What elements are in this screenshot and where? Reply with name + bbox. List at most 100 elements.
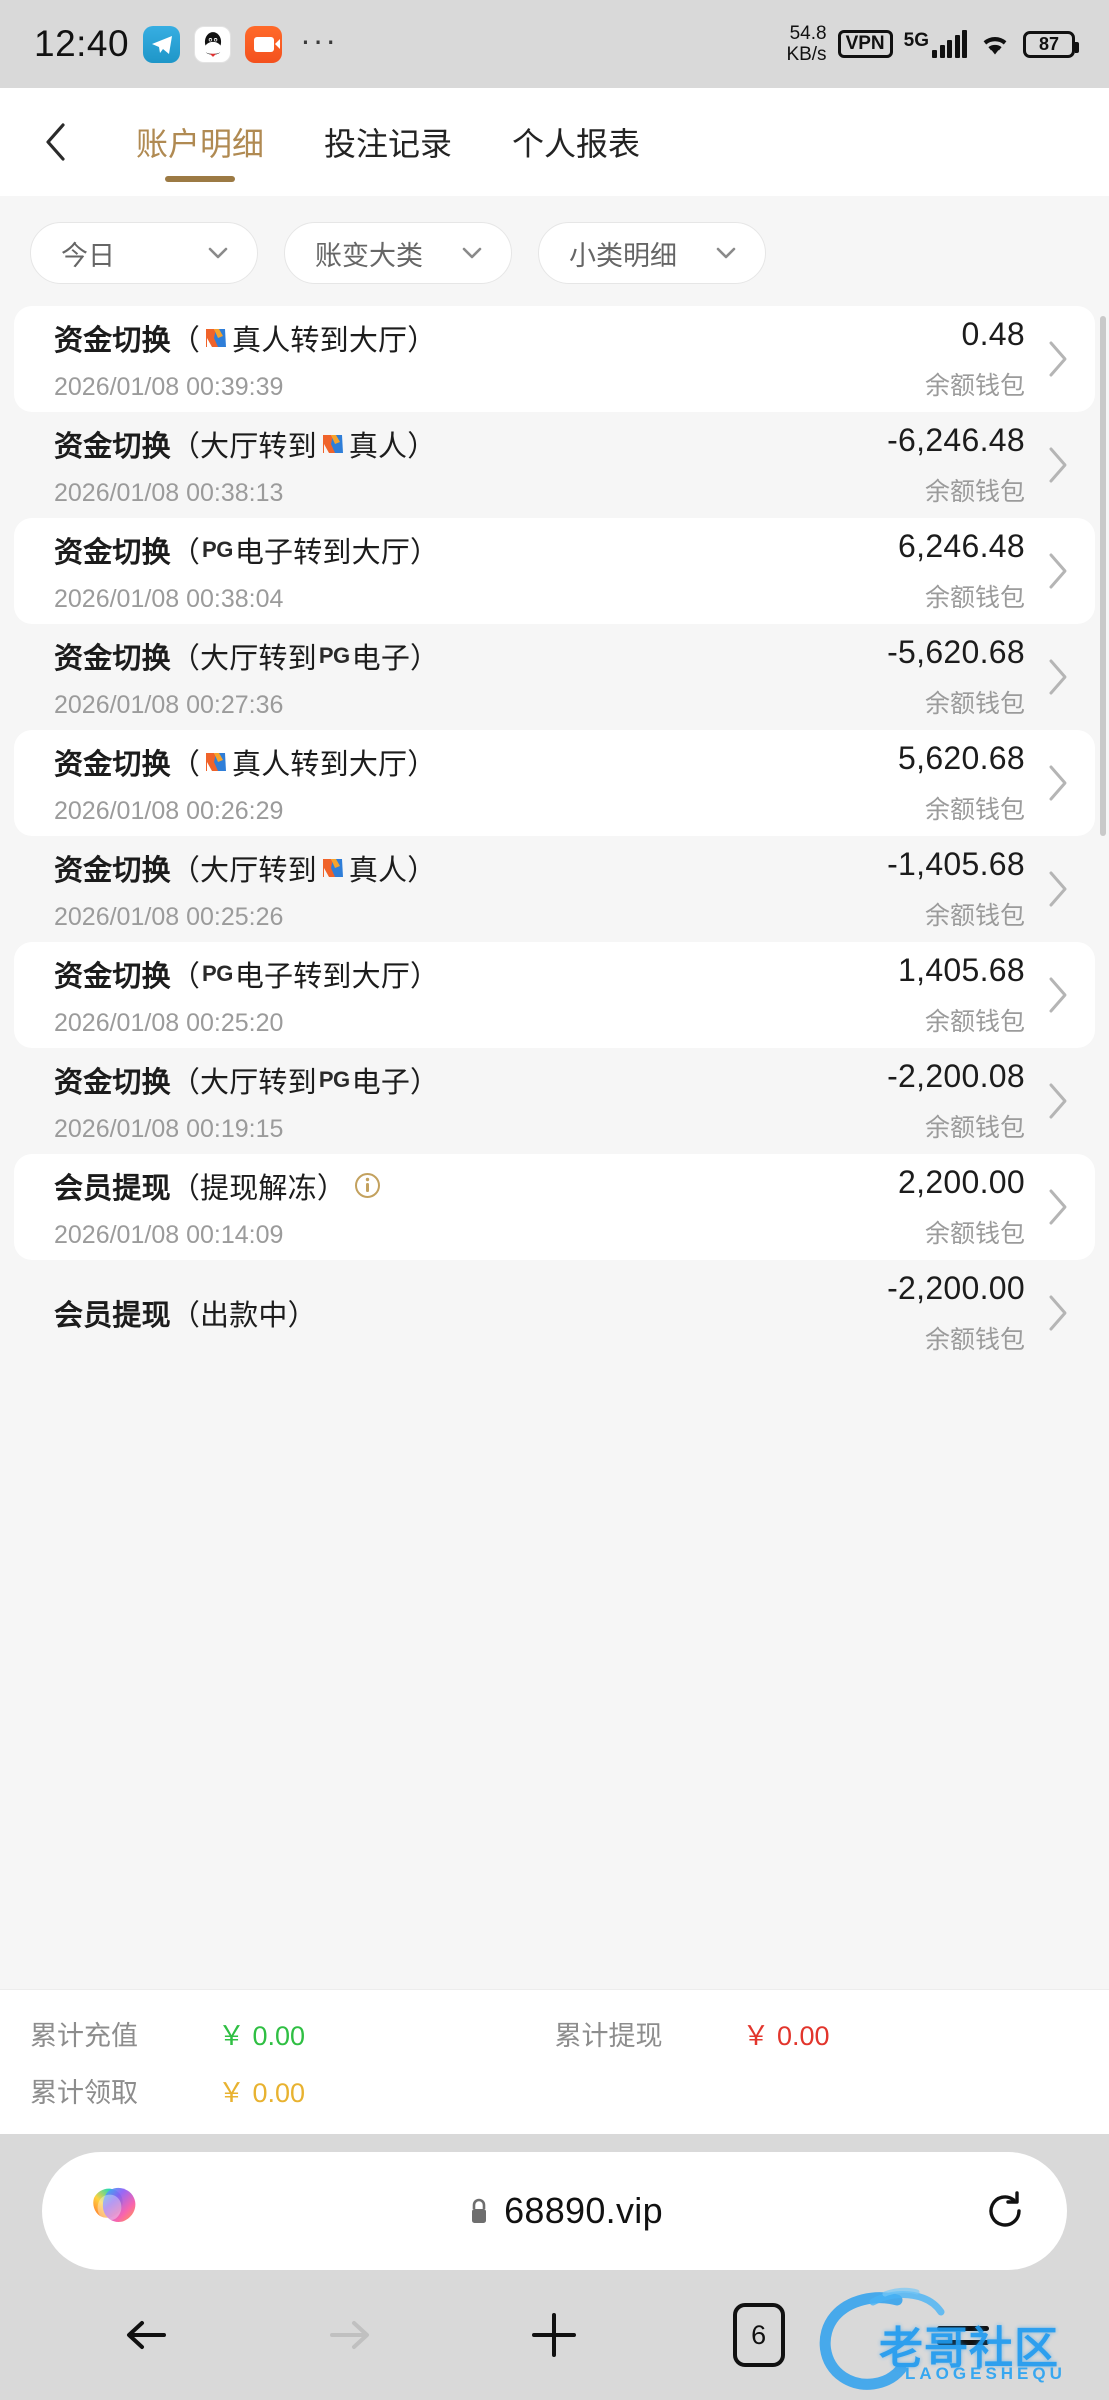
status-time: 12:40 <box>34 23 130 64</box>
url-display[interactable]: 68890.vip <box>160 2190 971 2232</box>
transaction-detail: （ <box>170 748 201 781</box>
nav-menu-button[interactable] <box>917 2289 1009 2381</box>
transaction-wallet: 余额钱包 <box>924 902 1025 930</box>
url-bar[interactable]: 68890.vip <box>42 2152 1067 2270</box>
transaction-detail-suffix: 真人） <box>348 430 437 463</box>
transaction-values: -1,405.68 余额钱包 <box>887 846 1025 932</box>
transaction-detail-suffix: 电子转到大厅） <box>234 960 440 993</box>
nav-back-button[interactable] <box>100 2289 192 2381</box>
transaction-main: 资金切换（ 真人转到大厅） 2026/01/08 00:26:29 <box>54 741 898 826</box>
status-overflow-icon: ··· <box>300 22 339 58</box>
transaction-amount: 5,620.68 <box>898 740 1025 776</box>
chevron-down-icon <box>208 247 228 259</box>
transaction-detail: （ <box>170 536 201 569</box>
tab-personal-report[interactable]: 个人报表 <box>512 126 641 162</box>
copilot-icon[interactable] <box>80 2176 150 2246</box>
transaction-type: 资金切换 <box>54 536 171 569</box>
transaction-values: 0.48 余额钱包 <box>925 316 1025 402</box>
arrow-right-icon <box>330 2321 370 2349</box>
transaction-row[interactable]: 会员提现 （出款中） -2,200.00 余额钱包 <box>14 1260 1095 1366</box>
transaction-title: 会员提现 （提现解冻） <box>54 1165 898 1207</box>
transaction-date: 2026/01/08 00:19:15 <box>54 1114 284 1143</box>
transaction-wallet: 余额钱包 <box>924 584 1025 612</box>
hamburger-menu-icon <box>936 2317 989 2354</box>
transaction-wallet: 余额钱包 <box>924 1114 1025 1142</box>
nav-new-tab-button[interactable] <box>508 2289 600 2381</box>
transaction-detail: （大厅转到 <box>170 854 317 887</box>
summary-total-deposit-value: ￥ 0.00 <box>218 2021 306 2051</box>
filter-main-category[interactable]: 账变大类 <box>284 222 512 284</box>
tab-count-icon: 6 <box>732 2303 785 2367</box>
transaction-type: 资金切换 <box>54 748 171 781</box>
back-button[interactable] <box>28 114 84 170</box>
transaction-type: 资金切换 <box>54 642 171 675</box>
transaction-wallet: 余额钱包 <box>924 1220 1025 1248</box>
transaction-amount: 1,405.68 <box>898 952 1025 988</box>
transaction-row[interactable]: 会员提现 （提现解冻） 2026/01/08 00:14:09 2,200.00 余额钱… <box>14 1154 1095 1260</box>
transaction-title: 资金切换 （大厅转到 PG 电子） <box>54 1059 887 1101</box>
transaction-row[interactable]: 资金切换（ 真人转到大厅） 2026/01/08 00:26:29 5,620.68 余… <box>14 730 1095 836</box>
transaction-type: 资金切换 <box>54 1066 171 1099</box>
brand-n-icon <box>206 752 227 771</box>
info-icon[interactable] <box>354 1172 381 1199</box>
brand-n-icon <box>322 858 343 877</box>
transaction-amount: -6,246.48 <box>887 422 1025 458</box>
transaction-type: 资金切换 <box>54 960 171 993</box>
tab-betting-records[interactable]: 投注记录 <box>324 126 453 162</box>
transaction-date: 2026/01/08 00:14:09 <box>54 1220 284 1249</box>
transaction-type: 资金切换 <box>54 854 171 887</box>
transaction-amount: 0.48 <box>961 316 1025 352</box>
arrow-left-icon <box>127 2321 167 2349</box>
tab-account-details[interactable]: 账户明细 <box>106 88 294 196</box>
filter-date-range-label: 今日 <box>61 240 115 271</box>
transaction-amount: 2,200.00 <box>898 1164 1025 1200</box>
transaction-main: 会员提现 （提现解冻） 2026/01/08 00:14:09 <box>54 1165 898 1250</box>
list-scrollbar[interactable] <box>1100 316 1106 836</box>
transaction-title: 资金切换 （大厅转到 PG 电子） <box>54 635 887 677</box>
transaction-date: 2026/01/08 00:38:04 <box>54 584 284 613</box>
reload-icon[interactable] <box>981 2187 1029 2235</box>
transaction-row[interactable]: 资金切换 （大厅转到 真人） 2026/01/08 00:38:13 -6,246.48… <box>14 412 1095 518</box>
transaction-row[interactable]: 资金切换 （大厅转到 PG 电子） 2026/01/08 00:27:36 -5,620.… <box>14 624 1095 730</box>
transaction-row[interactable]: 资金切换（PG 电子转到大厅） 2026/01/08 00:25:20 1,405.6… <box>14 942 1095 1048</box>
transaction-row[interactable]: 资金切换（ 真人转到大厅） 2026/01/08 00:39:39 0.48 余额钱包 <box>14 306 1095 412</box>
transaction-list: 资金切换（真人转到大厅） 2026/01/08 00:39:39 0.48 余额钱包资… <box>0 306 1109 1366</box>
transaction-title: 资金切换（PG 电子转到大厅） <box>54 529 898 571</box>
transaction-date: 2026/01/08 00:38:13 <box>54 478 284 507</box>
qq-icon <box>194 25 232 63</box>
transaction-row[interactable]: 资金切换 （大厅转到 真人） 2026/01/08 00:25:26 -1,405.68… <box>14 836 1095 942</box>
filter-date-range[interactable]: 今日 <box>30 222 258 284</box>
nav-forward-button[interactable] <box>304 2289 396 2381</box>
transaction-wallet: 余额钱包 <box>924 1326 1025 1354</box>
transaction-date: 2026/01/08 00:25:26 <box>54 902 284 931</box>
chevron-right-icon <box>1049 1083 1067 1119</box>
transaction-main: 资金切换（PG 电子转到大厅） 2026/01/08 00:38:04 <box>54 529 898 614</box>
chevron-down-icon <box>462 247 482 259</box>
chevron-right-icon <box>1049 977 1067 1013</box>
chevron-right-icon <box>1049 553 1067 589</box>
transaction-date: 2026/01/08 00:26:29 <box>54 796 284 825</box>
filter-sub-category-label: 小类明细 <box>569 240 677 271</box>
filter-sub-category[interactable]: 小类明细 <box>538 222 766 284</box>
network-speed-unit: KB/s <box>786 44 827 65</box>
transaction-amount: -2,200.08 <box>887 1058 1025 1094</box>
transaction-list-container[interactable]: 资金切换（真人转到大厅） 2026/01/08 00:39:39 0.48 余额钱包资… <box>0 306 1109 1989</box>
filter-bar: 今日 账变大类 小类明细 <box>0 196 1109 306</box>
battery-icon: 87 <box>1023 30 1079 58</box>
transaction-row[interactable]: 资金切换 （大厅转到 PG 电子） 2026/01/08 00:19:15 -2,200.… <box>14 1048 1095 1154</box>
url-text: 68890.vip <box>504 2190 663 2231</box>
summary-total-withdraw-label: 累计提现 <box>554 2021 663 2051</box>
cellular-signal-icon: 5G <box>904 30 967 58</box>
chevron-right-icon <box>1049 659 1067 695</box>
transaction-title: 资金切换（PG 电子转到大厅） <box>54 953 898 995</box>
transaction-row[interactable]: 资金切换（PG 电子转到大厅） 2026/01/08 00:38:04 6,246.4… <box>14 518 1095 624</box>
transaction-detail-suffix: 电子） <box>351 1066 440 1099</box>
transaction-type: 资金切换 <box>54 324 171 357</box>
tab-bar: 账户明细 投注记录 个人报表 <box>0 88 1109 196</box>
transaction-values: -5,620.68 余额钱包 <box>887 634 1025 720</box>
transaction-values: -6,246.48 余额钱包 <box>887 422 1025 508</box>
chevron-right-icon <box>1049 765 1067 801</box>
nav-tab-switcher-button[interactable]: 6 <box>713 2289 805 2381</box>
brand-pg-icon: PG <box>318 1066 350 1092</box>
